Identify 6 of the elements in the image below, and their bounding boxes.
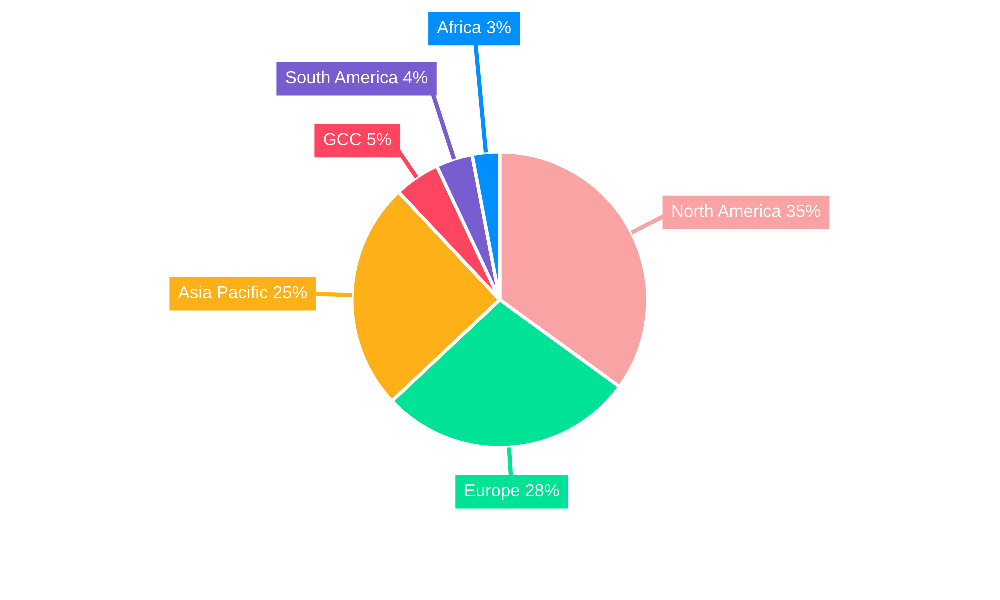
slice-label: Africa 3% — [437, 20, 511, 34]
slice-label: GCC 5% — [324, 133, 392, 146]
slice-label: Asia Pacific 25% — [178, 286, 308, 299]
slice-label: North America 35% — [672, 204, 820, 218]
slice-label: South America 4% — [286, 70, 428, 84]
slice-label: Europe 28% — [466, 484, 560, 500]
